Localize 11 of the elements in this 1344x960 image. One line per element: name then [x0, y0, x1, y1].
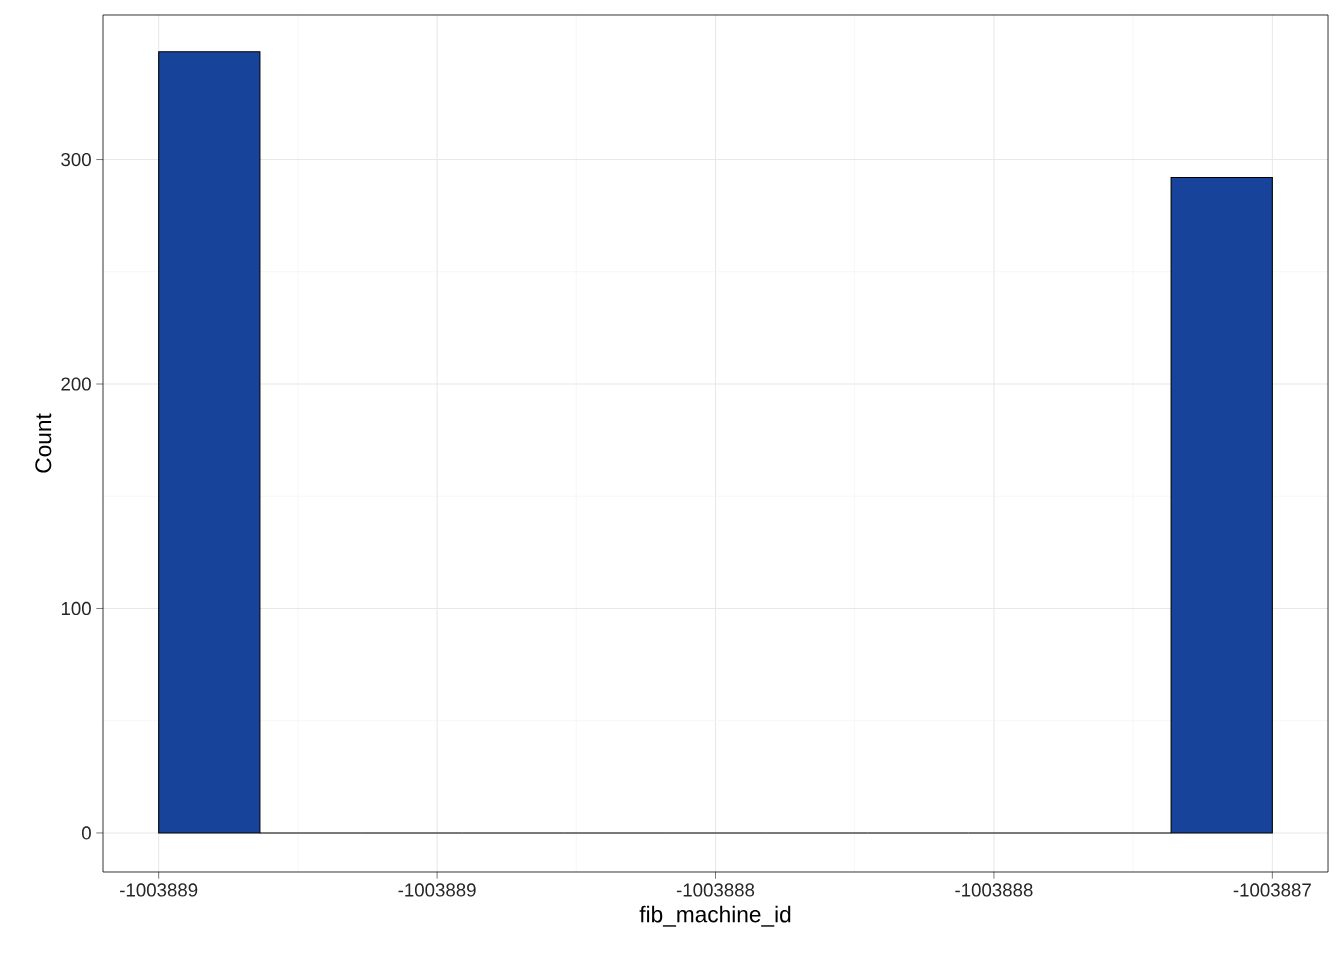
- x-axis-title: fib_machine_id: [639, 905, 791, 927]
- x-tick-label: -1003887: [1233, 883, 1311, 897]
- y-tick-label: 300: [61, 152, 91, 167]
- y-axis-title: Count: [35, 413, 52, 473]
- x-tick-label: -1003888: [676, 883, 755, 897]
- x-tick-label: -1003888: [955, 883, 1033, 897]
- y-tick-label: 0: [81, 826, 91, 840]
- y-tick-label: 100: [61, 601, 91, 616]
- x-tick-label: -1003889: [120, 883, 198, 897]
- y-tick-label: 200: [61, 377, 91, 391]
- x-tick-label: -1003889: [398, 883, 476, 897]
